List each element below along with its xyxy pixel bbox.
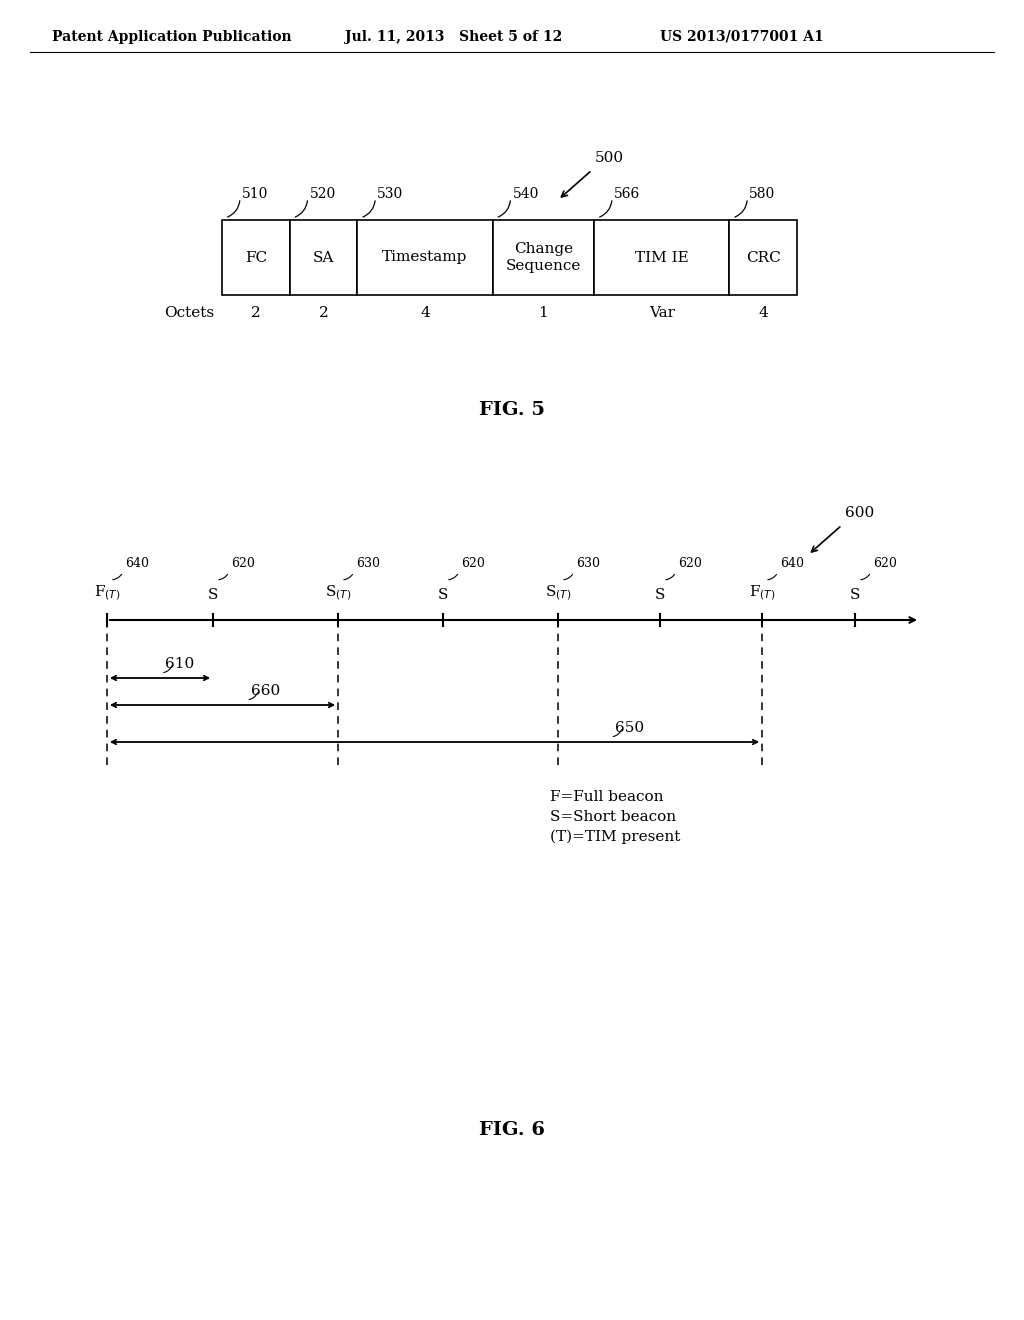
Text: 630: 630 [575, 557, 600, 570]
Text: 4: 4 [420, 306, 430, 319]
Bar [357, 220, 493, 294]
Text: CRC: CRC [745, 251, 780, 264]
Text: 510: 510 [242, 187, 268, 201]
Text: 630: 630 [356, 557, 380, 570]
Text: 620: 620 [461, 557, 485, 570]
Text: Var: Var [649, 306, 675, 319]
Text: 2: 2 [318, 306, 329, 319]
Text: 4: 4 [759, 306, 768, 319]
Bar [222, 220, 290, 294]
Text: Jul. 11, 2013   Sheet 5 of 12: Jul. 11, 2013 Sheet 5 of 12 [345, 30, 562, 44]
Text: 1: 1 [539, 306, 548, 319]
Text: Patent Application Publication: Patent Application Publication [52, 30, 292, 44]
Text: S: S [208, 587, 218, 602]
Text: S$_{(T)}$: S$_{(T)}$ [545, 583, 571, 602]
Text: S=Short beacon: S=Short beacon [550, 810, 676, 824]
Bar [493, 220, 594, 294]
Text: S: S [438, 587, 449, 602]
Text: 540: 540 [513, 187, 539, 201]
Text: Octets: Octets [164, 306, 214, 319]
Text: Timestamp: Timestamp [382, 251, 468, 264]
Text: 500: 500 [595, 150, 624, 165]
Text: 650: 650 [614, 721, 644, 735]
Text: 620: 620 [678, 557, 701, 570]
Bar [729, 220, 797, 294]
Text: (T)=TIM present: (T)=TIM present [550, 830, 680, 845]
Text: 600: 600 [845, 506, 874, 520]
Text: FC: FC [245, 251, 267, 264]
Bar [594, 220, 729, 294]
Text: S: S [654, 587, 666, 602]
Text: 566: 566 [614, 187, 640, 201]
Text: FIG. 6: FIG. 6 [479, 1121, 545, 1139]
Text: 520: 520 [309, 187, 336, 201]
Text: FIG. 5: FIG. 5 [479, 401, 545, 418]
Text: S: S [850, 587, 860, 602]
Text: 620: 620 [231, 557, 255, 570]
Text: 580: 580 [750, 187, 775, 201]
Bar [290, 220, 357, 294]
Text: 2: 2 [251, 306, 261, 319]
Text: 610: 610 [165, 657, 195, 671]
Text: F=Full beacon: F=Full beacon [550, 789, 664, 804]
Text: F$_{(T)}$: F$_{(T)}$ [93, 583, 121, 602]
Text: SA: SA [312, 251, 334, 264]
Text: 640: 640 [125, 557, 150, 570]
Text: 530: 530 [377, 187, 403, 201]
Text: 640: 640 [780, 557, 804, 570]
Text: Change
Sequence: Change Sequence [506, 243, 581, 273]
Text: S$_{(T)}$: S$_{(T)}$ [325, 583, 351, 602]
Text: TIM IE: TIM IE [635, 251, 688, 264]
Text: F$_{(T)}$: F$_{(T)}$ [749, 583, 775, 602]
Text: US 2013/0177001 A1: US 2013/0177001 A1 [660, 30, 823, 44]
Text: 660: 660 [251, 684, 280, 698]
Text: 620: 620 [873, 557, 897, 570]
